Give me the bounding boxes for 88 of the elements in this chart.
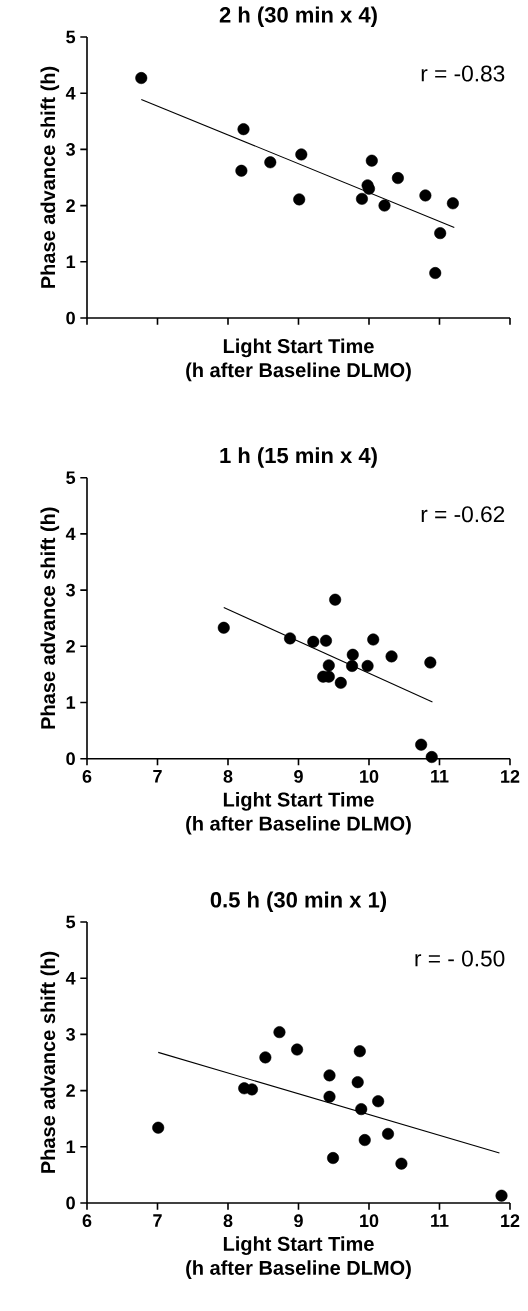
y-tick-label: 2 bbox=[66, 1084, 75, 1097]
x-tick-label: 9 bbox=[294, 1214, 303, 1228]
y-axis-title: Phase advance shift (h) bbox=[40, 66, 60, 288]
point bbox=[323, 1069, 336, 1082]
x-tick-label: 8 bbox=[223, 770, 233, 783]
y-axis-title: Phase advance shift (h) bbox=[40, 951, 60, 1173]
x-tick-label: 6 bbox=[82, 1214, 92, 1228]
point bbox=[291, 1043, 304, 1056]
y-tick-label: 4 bbox=[65, 972, 76, 985]
x-tick-label: 11 bbox=[431, 1214, 449, 1227]
point bbox=[334, 676, 347, 689]
point bbox=[322, 659, 335, 672]
x-tick-label: 7 bbox=[153, 770, 162, 783]
x-tick-label: 7 bbox=[153, 1214, 162, 1227]
x-tick-label: 12 bbox=[501, 1214, 520, 1227]
y-tick-label: 3 bbox=[66, 1028, 75, 1041]
point bbox=[237, 123, 250, 136]
point bbox=[259, 1051, 272, 1064]
y-tick-label: 1 bbox=[66, 696, 76, 709]
y-tick-label: 1 bbox=[66, 255, 76, 268]
x-axis-title: Light Start Time (h after Baseline DLMO) bbox=[186, 1236, 411, 1279]
point bbox=[295, 148, 308, 161]
annotation: r = -0.62 bbox=[421, 506, 505, 523]
y-tick-label: 0 bbox=[66, 1196, 75, 1210]
point bbox=[293, 193, 306, 206]
y-tick-label: 4 bbox=[65, 87, 76, 100]
x-tick-label: 12 bbox=[501, 770, 520, 783]
point bbox=[358, 1134, 371, 1147]
point bbox=[429, 267, 442, 280]
point bbox=[152, 1121, 165, 1134]
y-tick-label: 3 bbox=[66, 583, 75, 597]
x-axis-title: Light Start Time (h after Baseline DLMO) bbox=[186, 791, 411, 835]
point bbox=[382, 1127, 395, 1140]
point bbox=[434, 227, 447, 240]
chart-title: 1 h (15 min x 4) bbox=[220, 447, 377, 468]
y-axis-title: Phase advance shift (h) bbox=[40, 507, 60, 729]
y-tick-label: 2 bbox=[66, 199, 75, 212]
point bbox=[395, 1157, 408, 1170]
y-tick-label: 5 bbox=[66, 30, 76, 44]
point bbox=[323, 1090, 336, 1103]
annotation: r = -0.83 bbox=[421, 65, 505, 82]
point bbox=[385, 650, 398, 663]
x-tick-label: 10 bbox=[360, 1214, 379, 1228]
point bbox=[235, 164, 248, 177]
point bbox=[307, 635, 320, 648]
point bbox=[415, 738, 428, 751]
x-axis-title: Light Start Time (h after Baseline DLMO) bbox=[186, 338, 411, 382]
point bbox=[135, 72, 148, 85]
x-tick-label: 11 bbox=[431, 770, 449, 783]
y-tick-label: 5 bbox=[66, 915, 76, 929]
point bbox=[361, 659, 374, 672]
point bbox=[284, 632, 297, 645]
point bbox=[264, 156, 277, 169]
point bbox=[391, 172, 404, 185]
point bbox=[346, 648, 359, 661]
point bbox=[217, 621, 230, 634]
x-tick-label: 6 bbox=[82, 770, 92, 783]
annotation: r = - 0.50 bbox=[415, 950, 505, 967]
y-tick-label: 0 bbox=[66, 311, 75, 325]
chart-title: 2 h (30 min x 4) bbox=[219, 6, 377, 27]
point bbox=[319, 634, 332, 647]
point bbox=[367, 633, 380, 646]
point bbox=[378, 199, 391, 212]
point bbox=[424, 656, 437, 669]
point bbox=[273, 1026, 286, 1039]
y-tick-label: 2 bbox=[66, 640, 75, 653]
point bbox=[365, 154, 378, 167]
x-tick-label: 9 bbox=[294, 770, 303, 783]
point bbox=[327, 1152, 340, 1165]
point bbox=[351, 1076, 364, 1089]
point bbox=[419, 189, 432, 202]
point bbox=[353, 1045, 366, 1058]
point bbox=[372, 1095, 385, 1108]
y-tick-label: 0 bbox=[66, 752, 75, 766]
point bbox=[355, 1103, 368, 1116]
point bbox=[425, 751, 438, 764]
y-tick-label: 1 bbox=[66, 1140, 76, 1153]
x-tick-label: 10 bbox=[360, 770, 379, 783]
x-tick-label: 8 bbox=[223, 1214, 233, 1228]
point bbox=[355, 192, 368, 205]
chart-title: 0.5 h (30 min x 1) bbox=[210, 891, 387, 912]
y-tick-label: 4 bbox=[65, 527, 76, 541]
y-tick-label: 5 bbox=[66, 471, 76, 484]
point bbox=[329, 593, 342, 606]
point bbox=[495, 1189, 508, 1202]
y-tick-label: 3 bbox=[66, 143, 75, 156]
point bbox=[446, 197, 459, 210]
point bbox=[346, 659, 359, 672]
